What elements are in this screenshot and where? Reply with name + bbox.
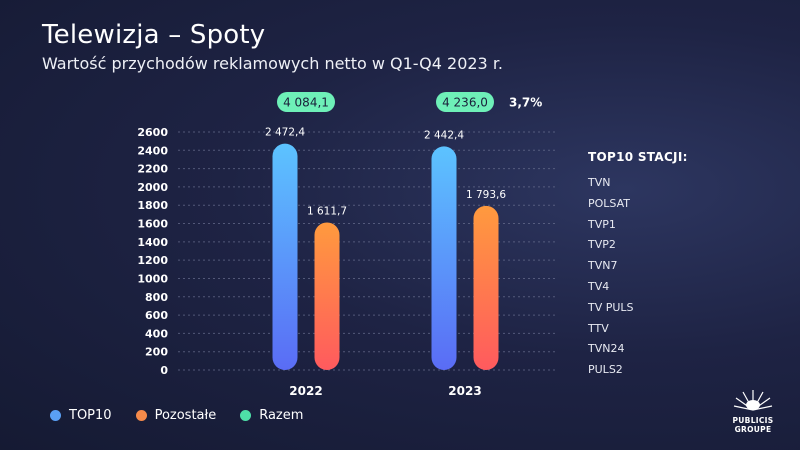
station-item: TTV (588, 321, 609, 335)
legend-item-razem: Razem (240, 408, 303, 423)
station-item: POLSAT (588, 196, 630, 210)
station-item: TVP2 (588, 238, 616, 252)
y-tick-label: 1200 (137, 254, 168, 267)
legend-label: Pozostałe (154, 408, 217, 423)
legend-dot-icon (50, 410, 61, 421)
data-label: 2 472,4 (265, 127, 305, 139)
station-item: TV PULS (588, 300, 634, 314)
total-pill (277, 92, 335, 112)
y-tick-label: 400 (145, 327, 168, 340)
y-tick-label: 1000 (137, 272, 168, 285)
legend-item-pozostale: Pozostałe (135, 408, 217, 423)
y-tick-label: 0 (160, 364, 168, 377)
page-title: Telewizja – Spoty (42, 20, 266, 50)
legend-dot-icon (135, 410, 147, 421)
y-tick-label: 2600 (137, 126, 168, 139)
station-item: TVN (588, 176, 611, 189)
publicis-logo: PUBLICIS GROUPE (724, 386, 782, 434)
y-tick-label: 1600 (137, 218, 168, 231)
station-item: TVP1 (588, 217, 616, 231)
stations-title: TOP10 STACJI: (588, 150, 688, 164)
logo-line2: GROUPE (734, 425, 772, 434)
bar-top10 (272, 143, 298, 370)
bar-top10 (431, 146, 457, 370)
chart-legend: TOP10 Pozostałe Razem (50, 408, 327, 423)
y-tick-label: 2200 (137, 163, 168, 176)
y-tick-label: 1400 (137, 236, 168, 249)
y-tick-label: 600 (145, 309, 168, 322)
x-category-label: 2023 (448, 384, 481, 398)
y-tick-label: 2000 (137, 181, 168, 194)
legend-item-top10: TOP10 (50, 408, 112, 423)
data-label: 1 793,6 (466, 189, 506, 201)
data-label: 2 442,4 (424, 129, 464, 141)
bar-pozostale (473, 205, 499, 370)
station-item: TVN7 (588, 259, 618, 273)
logo-line1: PUBLICIS (732, 416, 774, 425)
y-tick-label: 200 (145, 346, 168, 359)
y-tick-label: 2400 (137, 144, 168, 157)
x-category-label: 2022 (289, 384, 322, 398)
y-tick-label: 800 (145, 291, 168, 304)
page-subtitle: Wartość przychodów reklamowych netto w Q… (42, 54, 504, 73)
legend-label: Razem (259, 408, 304, 423)
total-label: 4 084,1 (283, 96, 329, 110)
legend-dot-icon (240, 410, 252, 421)
total-pill (436, 92, 494, 112)
change-label: 3,7% (509, 96, 542, 110)
bar-pozostale (314, 222, 340, 370)
total-label: 4 236,0 (442, 96, 488, 110)
station-item: TV4 (588, 279, 610, 293)
lion-icon (733, 390, 773, 411)
station-item: TVN24 (588, 342, 625, 356)
station-item: PULS2 (588, 363, 623, 377)
legend-label: TOP10 (69, 408, 112, 423)
data-label: 1 611,7 (307, 205, 347, 217)
y-tick-label: 1800 (137, 199, 168, 212)
top10-stations-list: TOP10 STACJI: TVN POLSAT TVP1 TVP2 TVN7 … (588, 150, 688, 381)
